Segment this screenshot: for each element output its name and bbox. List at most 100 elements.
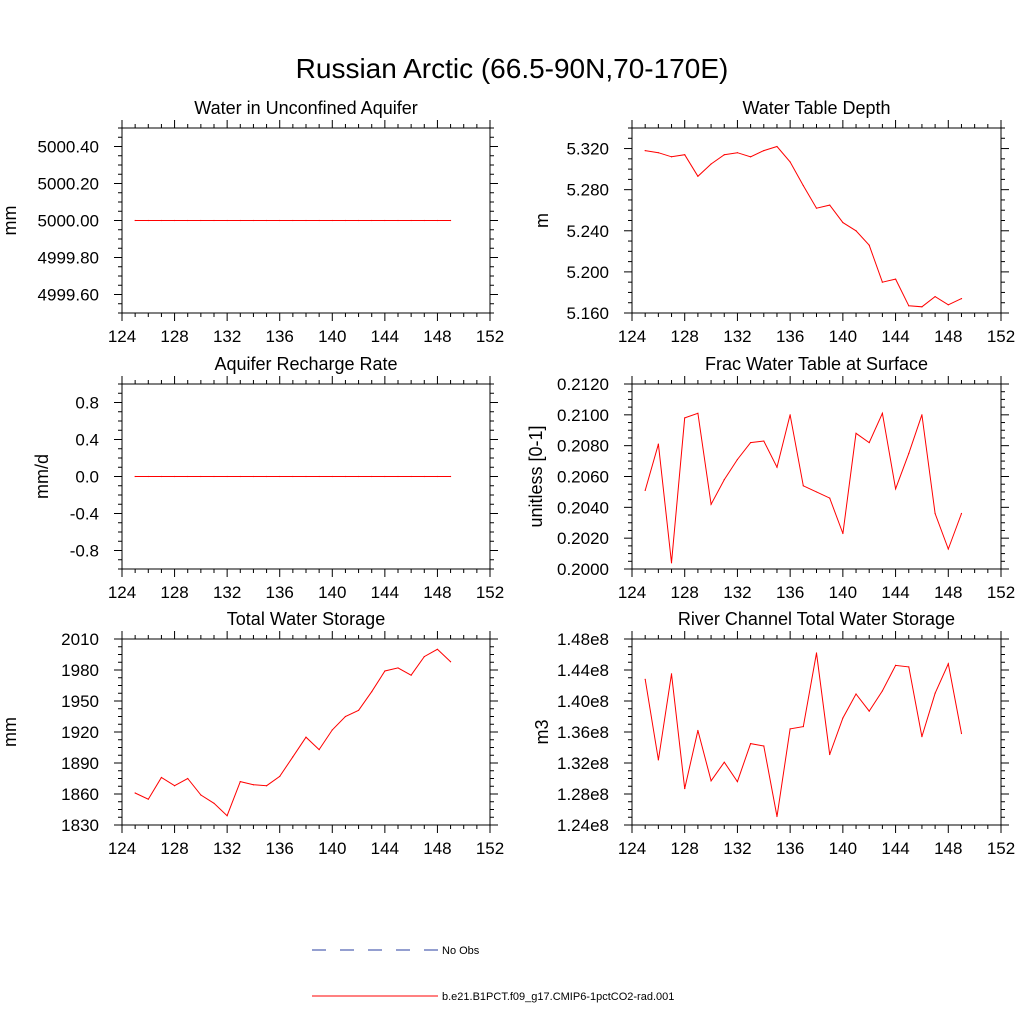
y-tick-label: 0.2100 (557, 406, 609, 425)
data-point (449, 475, 452, 478)
data-point (868, 441, 870, 444)
data-point (279, 775, 281, 778)
x-tick-label: 152 (476, 583, 504, 602)
data-point (829, 497, 831, 499)
y-tick-label: 0.2040 (557, 498, 609, 517)
data-point (697, 729, 699, 732)
x-tick-label: 140 (318, 839, 346, 858)
x-tick-label: 124 (618, 583, 646, 602)
data-point (147, 475, 149, 478)
chart-panel-5: Total Water Storage 124 128 132 136 140 144 148… (0, 609, 504, 858)
data-point (894, 488, 897, 490)
data-point (318, 748, 320, 751)
data-point (384, 475, 386, 478)
main-title: Russian Arctic (66.5-90N,70-170E) (296, 53, 729, 84)
data-point (855, 693, 857, 695)
x-tick-label: 136 (266, 583, 294, 602)
x-tick-label: 136 (266, 327, 294, 346)
data-point (292, 756, 294, 758)
data-point (397, 667, 399, 669)
data-point (815, 652, 818, 654)
data-point (187, 219, 189, 222)
data-point (213, 219, 215, 222)
data-point (147, 798, 149, 800)
chart-panel-6: River Channel Total Water Storage 124 128 1… (532, 609, 1015, 858)
y-tick-label: 1.28e8 (557, 785, 609, 804)
x-tick-label: 140 (829, 327, 857, 346)
data-point (239, 475, 241, 478)
panel-title: Aquifer Recharge Rate (214, 354, 397, 374)
data-point (829, 753, 831, 756)
data-point (947, 548, 949, 550)
y-tick-label: 5.280 (566, 181, 609, 200)
y-tick-label: 5.320 (566, 140, 609, 159)
data-point (449, 661, 452, 663)
y-tick-label: 0.4 (75, 431, 99, 450)
y-tick-label: 1950 (61, 692, 99, 711)
panels: Water in Unconfined Aquifer 124 128 132 136 1… (0, 98, 1015, 858)
y-axis-label: m3 (532, 719, 552, 744)
data-point (239, 219, 241, 222)
x-tick-label: 124 (108, 327, 136, 346)
data-point (410, 674, 412, 676)
y-tick-label: 1860 (61, 785, 99, 804)
data-point (815, 207, 818, 209)
data-point (921, 736, 923, 738)
data-point (344, 475, 347, 478)
data-point (173, 475, 176, 478)
x-tick-label: 152 (987, 583, 1015, 602)
data-point (710, 163, 712, 165)
data-point (934, 512, 936, 515)
data-point (384, 670, 386, 672)
data-point (723, 761, 725, 763)
data-point (226, 475, 228, 478)
series-line (644, 652, 962, 817)
y-tick-label: 1.36e8 (557, 723, 609, 742)
data-point (868, 244, 870, 246)
x-tick-label: 148 (423, 839, 451, 858)
x-tick-label: 136 (776, 583, 804, 602)
y-tick-label: 2010 (61, 630, 99, 649)
x-tick-label: 152 (476, 839, 504, 858)
data-point (226, 219, 228, 222)
data-point (371, 219, 373, 222)
x-tick-label: 144 (371, 327, 399, 346)
data-point (842, 717, 844, 719)
data-point (318, 475, 320, 478)
data-point (265, 219, 268, 222)
y-tick-label: 5000.20 (38, 175, 99, 194)
data-point (173, 219, 176, 222)
data-point (357, 219, 360, 222)
data-point (644, 150, 646, 152)
y-tick-label: 4999.80 (38, 249, 99, 268)
data-point (292, 475, 294, 478)
y-tick-label: 5.200 (566, 263, 609, 282)
y-tick-label: 0.8 (75, 394, 99, 413)
x-tick-label: 128 (671, 583, 699, 602)
data-point (789, 414, 791, 416)
y-tick-label: 0.2120 (557, 375, 609, 394)
data-point (894, 278, 897, 280)
y-tick-label: 5000.40 (38, 138, 99, 157)
x-tick-label: 144 (371, 839, 399, 858)
data-point (331, 219, 333, 222)
data-point (187, 777, 189, 780)
y-tick-label: 1.32e8 (557, 754, 609, 773)
data-point (921, 306, 923, 308)
data-point (763, 440, 765, 442)
data-point (252, 475, 255, 478)
data-point (134, 475, 136, 478)
data-point (384, 219, 386, 222)
data-point (802, 485, 804, 487)
data-point (644, 489, 646, 491)
data-point (305, 219, 307, 222)
data-point (200, 219, 202, 222)
data-point (279, 475, 281, 478)
y-axis-label: unitless [0-1] (526, 425, 546, 527)
data-point (305, 475, 307, 478)
data-point (934, 295, 936, 298)
x-tick-label: 124 (618, 839, 646, 858)
data-point (200, 794, 202, 796)
data-point (265, 785, 268, 787)
panel-title: Frac Water Table at Surface (705, 354, 928, 374)
